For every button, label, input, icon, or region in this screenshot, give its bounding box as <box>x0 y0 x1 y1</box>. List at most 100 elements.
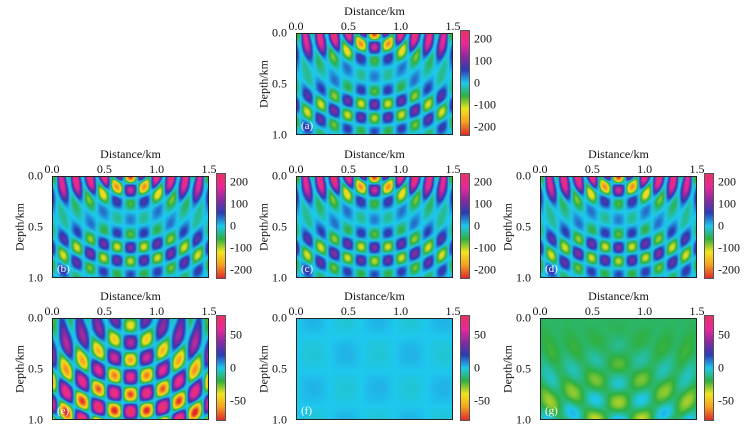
colorbar-tick-label: -100 <box>718 240 740 255</box>
colorbar-tick-label: 200 <box>718 174 736 189</box>
colorbar-tick-label: 200 <box>474 31 492 46</box>
colorbar <box>704 315 714 421</box>
x-tick-label: 1.5 <box>445 162 461 176</box>
panel-c: Distance/km Depth/km 0.0 0.5 1.0 1.5 0.0 0.5 1.0… <box>257 147 497 285</box>
x-tick-label: 1.0 <box>149 162 165 176</box>
panel-label: (c) <box>301 263 314 275</box>
x-tick-label: 0.5 <box>340 304 356 318</box>
colorbar-tick-label: -50 <box>230 393 246 408</box>
colorbar-tick-label: 0 <box>474 218 480 233</box>
x-tick-label: 1.5 <box>201 162 217 176</box>
colorbar-tick-label: -200 <box>230 262 252 277</box>
x-tick-label: 0.5 <box>584 162 600 176</box>
colorbar-tick-label: 100 <box>474 53 492 68</box>
x-axis-label: Distance/km <box>344 147 405 161</box>
x-tick-label: 0.0 <box>44 162 60 176</box>
y-tick-label: 0.0 <box>272 168 287 183</box>
x-tick-label: 0.5 <box>96 162 112 176</box>
panel-label: (a) <box>301 120 314 132</box>
y-tick-label: 1.0 <box>272 127 287 142</box>
colorbar-tick-label: 0 <box>230 360 236 375</box>
x-tick-label: 0.0 <box>288 19 304 33</box>
colorbar-tick-label: 0 <box>474 360 480 375</box>
colorbar-tick-label: -100 <box>474 240 496 255</box>
colorbar <box>216 173 226 279</box>
x-tick-label: 1.0 <box>393 19 409 33</box>
panel-label: (f) <box>301 405 312 417</box>
x-tick-label: 1.5 <box>445 304 461 318</box>
heatmap-image <box>296 176 453 278</box>
panel-label: (b) <box>57 263 70 275</box>
colorbar-tick-label: 50 <box>718 327 730 342</box>
x-tick-label: 1.0 <box>393 162 409 176</box>
x-tick-label: 0.5 <box>584 304 600 318</box>
x-axis-label: Distance/km <box>588 289 649 303</box>
colorbar-tick-label: -200 <box>474 262 496 277</box>
y-tick-label: 0.5 <box>516 219 531 234</box>
x-tick-label: 0.0 <box>532 162 548 176</box>
panel-e: Distance/km Depth/km 0.0 0.5 1.0 1.5 0.0 0.5 1.0… <box>13 289 247 427</box>
panel-b: Distance/km Depth/km 0.0 0.5 1.0 1.5 0.0 0.5 1.0… <box>13 147 253 285</box>
heatmap-image <box>52 176 209 278</box>
panel-label: (g) <box>545 405 558 417</box>
y-tick-label: 1.0 <box>272 412 287 427</box>
panel-label: (d) <box>545 263 558 275</box>
colorbar-tick-label: 200 <box>474 174 492 189</box>
y-tick-label: 0.0 <box>28 310 43 325</box>
y-tick-label: 1.0 <box>28 412 43 427</box>
colorbar-tick-label: 100 <box>230 196 248 211</box>
x-tick-label: 0.5 <box>96 304 112 318</box>
y-tick-label: 1.0 <box>28 270 43 285</box>
x-tick-label: 1.0 <box>149 304 165 318</box>
x-tick-label: 1.0 <box>393 304 409 318</box>
x-tick-label: 0.0 <box>532 304 548 318</box>
panel-label: (e) <box>57 405 70 417</box>
panel-f: Distance/km Depth/km 0.0 0.5 1.0 1.5 0.0 0.5 1.0… <box>257 289 491 427</box>
y-axis-label: Depth/km <box>12 203 27 251</box>
y-axis-label: Depth/km <box>256 60 271 108</box>
colorbar-tick-label: 0 <box>474 75 480 90</box>
heatmap-image <box>540 318 697 420</box>
colorbar-tick-label: 0 <box>230 218 236 233</box>
x-tick-label: 0.5 <box>340 162 356 176</box>
x-axis-label: Distance/km <box>344 4 405 18</box>
x-axis-label: Distance/km <box>588 147 649 161</box>
x-tick-label: 0.0 <box>44 304 60 318</box>
colorbar-tick-label: -50 <box>718 393 734 408</box>
x-tick-label: 1.5 <box>201 304 217 318</box>
x-tick-label: 1.5 <box>445 19 461 33</box>
heatmap-image <box>52 318 209 420</box>
colorbar <box>460 30 470 136</box>
colorbar-tick-label: 0 <box>718 360 724 375</box>
colorbar-tick-label: -100 <box>230 240 252 255</box>
colorbar-tick-label: 0 <box>718 218 724 233</box>
y-tick-label: 0.5 <box>28 361 43 376</box>
x-tick-label: 0.0 <box>288 304 304 318</box>
y-tick-label: 0.5 <box>272 219 287 234</box>
y-tick-label: 0.0 <box>272 310 287 325</box>
colorbar <box>460 173 470 279</box>
panel-g: Distance/km Depth/km 0.0 0.5 1.0 1.5 0.0 0.5 1.0… <box>501 289 735 427</box>
colorbar-tick-label: -200 <box>718 262 740 277</box>
colorbar-tick-label: -50 <box>474 393 490 408</box>
y-tick-label: 0.0 <box>516 168 531 183</box>
y-axis-label: Depth/km <box>500 345 515 393</box>
y-tick-label: 1.0 <box>516 270 531 285</box>
panel-a: Distance/km Depth/km 0.0 0.5 1.0 1.5 0.0 0.5 1.0… <box>257 4 497 142</box>
x-tick-label: 1.5 <box>689 162 705 176</box>
colorbar-tick-label: 100 <box>474 196 492 211</box>
x-tick-label: 1.0 <box>637 162 653 176</box>
y-tick-label: 0.0 <box>516 310 531 325</box>
colorbar-tick-label: 50 <box>230 327 242 342</box>
y-tick-label: 0.5 <box>272 361 287 376</box>
colorbar <box>704 173 714 279</box>
heatmap-image <box>540 176 697 278</box>
heatmap-image <box>296 318 453 420</box>
x-tick-label: 1.0 <box>637 304 653 318</box>
y-axis-label: Depth/km <box>12 345 27 393</box>
y-tick-label: 0.5 <box>272 76 287 91</box>
y-tick-label: 1.0 <box>516 412 531 427</box>
heatmap-image <box>296 33 453 135</box>
y-axis-label: Depth/km <box>256 345 271 393</box>
